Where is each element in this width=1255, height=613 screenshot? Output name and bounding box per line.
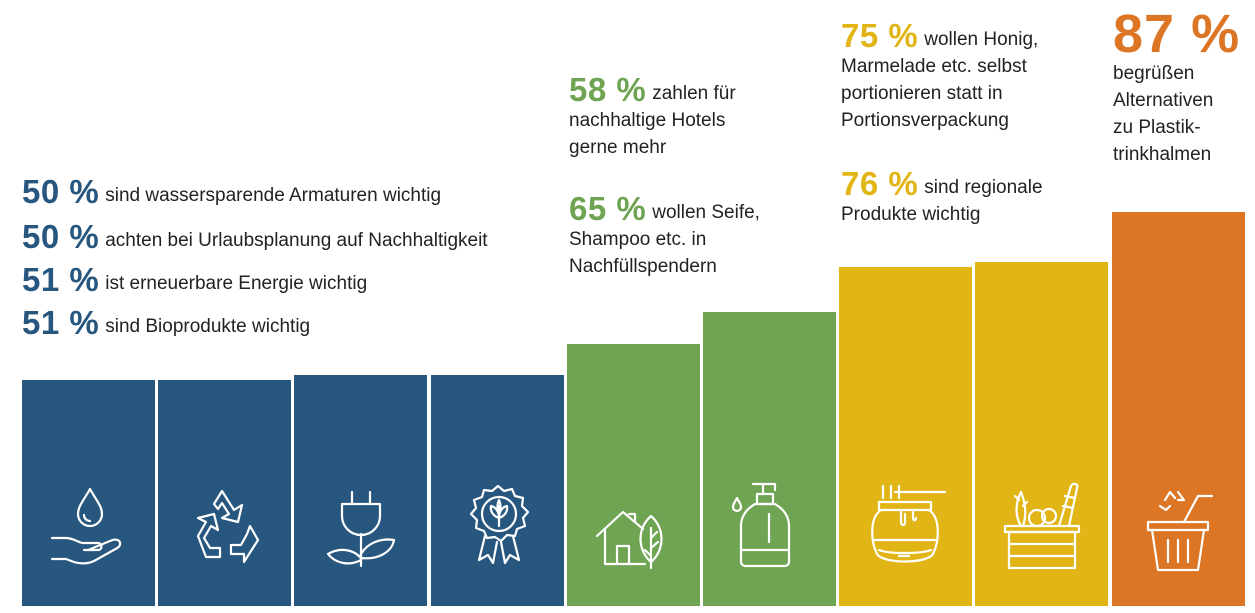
stat-text-line-2: Produkte wichtig: [841, 204, 981, 225]
bar-6: [703, 311, 836, 606]
stat-text-line-1: wollen Honig,: [924, 29, 1039, 50]
percent-value: 51 %: [22, 261, 100, 298]
percent-value: 75 %: [841, 17, 919, 54]
stat-6: 65 % wollen Seife, Shampoo etc. in Nachfü…: [569, 192, 760, 280]
stat-5: 58 % zahlen für nachhaltige Hotels gerne …: [569, 73, 736, 161]
stat-text: sind Bioprodukte wichtig: [105, 316, 311, 337]
stat-text-line-1: begrüßen: [1113, 63, 1195, 84]
stat-text-line-4: trinkhalmen: [1113, 144, 1212, 165]
stat-4: 51 % sind Bioprodukte wichtig: [22, 306, 311, 340]
stat-text-line-2: nachhaltige Hotels: [569, 110, 726, 131]
stat-text-line-2: Shampoo etc. in: [569, 229, 707, 250]
stat-9: 87 % begrüßen Alternativen zu Plastik- t…: [1113, 4, 1241, 168]
percent-value: 50 %: [22, 218, 100, 255]
stat-text-line-3: gerne mehr: [569, 137, 667, 158]
percent-value: 76 %: [841, 165, 919, 202]
stat-text-line-3: zu Plastik-: [1113, 117, 1201, 138]
stat-text-line-1: wollen Seife,: [652, 202, 760, 223]
recycle-cup-straw-icon: [1146, 490, 1213, 572]
recycle-icon: [197, 489, 260, 564]
organic-seal-icon: [469, 484, 529, 565]
stat-text: achten bei Urlaubsplanung auf Nachhaltig…: [105, 230, 488, 251]
bar-9: [1111, 212, 1245, 606]
stat-1: 50 % sind wassersparende Armaturen wichti…: [22, 175, 442, 209]
bar-1: [22, 380, 155, 606]
stat-text-line-3: portionieren statt in: [841, 83, 1003, 104]
stat-text-line-2: Alternativen: [1113, 90, 1214, 111]
water-hand-icon: [50, 487, 122, 565]
percent-value: 51 %: [22, 304, 100, 341]
stat-text-line-1: sind regionale: [924, 177, 1043, 198]
stat-text-line-1: zahlen für: [652, 83, 736, 104]
stat-text-line-3: Nachfüllspendern: [569, 256, 717, 277]
bar-2: [158, 380, 292, 606]
percent-value: 58 %: [569, 71, 647, 108]
bar-7: [839, 266, 973, 606]
stat-7: 75 % wollen Honig, Marmelade etc. selbst …: [841, 19, 1039, 134]
stat-text: sind wassersparende Armaturen wichtig: [105, 185, 442, 206]
vegetable-crate-icon: [1004, 482, 1081, 570]
bar-4: [430, 375, 564, 606]
bar-5: [566, 343, 700, 606]
percent-value: 65 %: [569, 190, 647, 227]
stat-text: ist erneuerbare Energie wichtig: [105, 273, 368, 294]
stat-8: 76 % sind regionale Produkte wichtig: [841, 167, 1043, 228]
soap-dispenser-icon: [731, 482, 791, 568]
bar-3: [294, 375, 428, 606]
stat-text-line-4: Portionsverpackung: [841, 110, 1009, 131]
stat-3: 51 % ist erneuerbare Energie wichtig: [22, 263, 368, 297]
stat-text-line-2: Marmelade etc. selbst: [841, 56, 1027, 77]
honey-jar-icon: [871, 484, 947, 563]
percent-value: 50 %: [22, 173, 100, 210]
bar-8: [975, 261, 1109, 606]
house-leaf-icon: [595, 510, 663, 570]
plug-plant-icon: [327, 490, 396, 568]
percent-value: 87 %: [1113, 4, 1241, 64]
stat-2: 50 % achten bei Urlaubsplanung auf Nachha…: [22, 220, 488, 254]
